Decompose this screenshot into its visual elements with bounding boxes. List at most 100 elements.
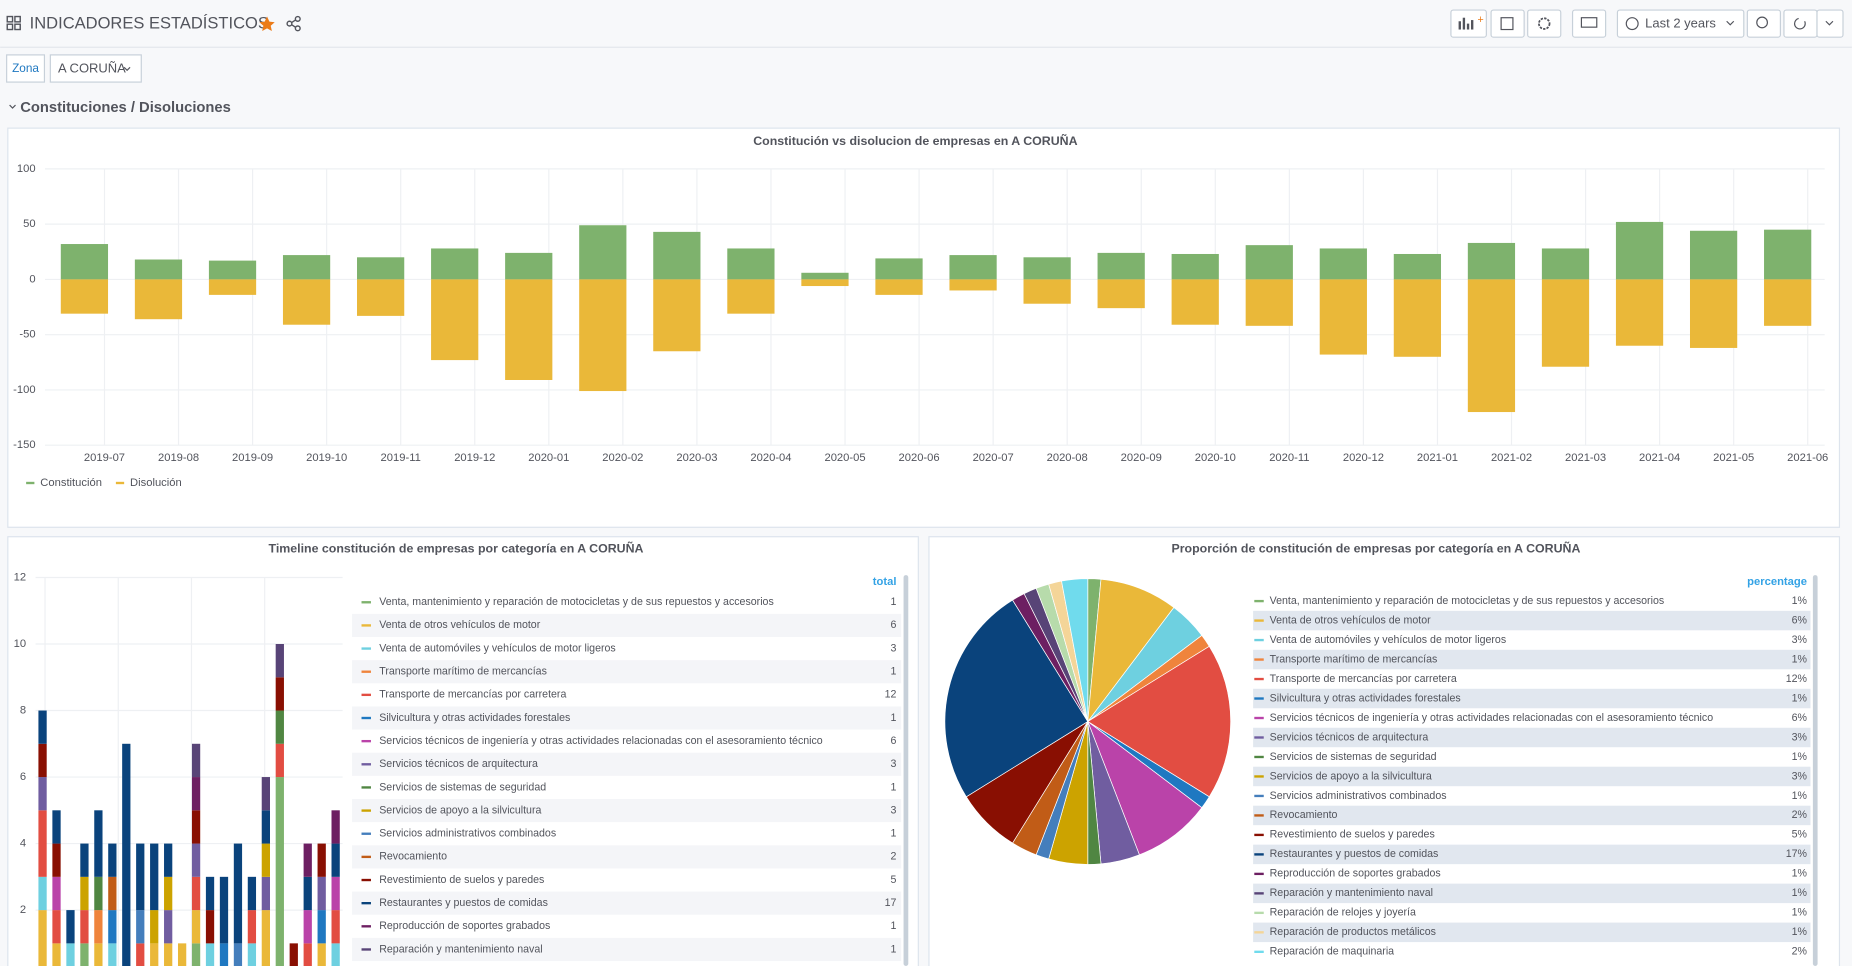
settings-button[interactable]: [1527, 9, 1562, 38]
bar: [505, 252, 553, 280]
bar-segment: [219, 876, 229, 944]
y-tick-label: 10: [14, 638, 26, 650]
x-tick-label: 2020-03: [676, 452, 717, 464]
bar: [282, 279, 331, 325]
bar-segment: [52, 843, 61, 877]
bar-segment: [317, 943, 326, 966]
pie-slice: [1061, 578, 1089, 722]
bar-segment: [261, 777, 270, 811]
x-tick-label: 2020-07: [973, 452, 1014, 464]
x-tick-label: 2021-04: [1639, 452, 1680, 464]
x-tick-label: 2020-01: [528, 452, 569, 464]
bar-segment: [108, 876, 117, 911]
bar-segment: [52, 943, 61, 966]
x-tick-label: 2020-05: [824, 452, 865, 464]
dashboard-icon[interactable]: [6, 15, 21, 31]
y-tick-label: 50: [23, 218, 35, 230]
legend-total: 5: [891, 874, 897, 886]
tv-icon: [1580, 17, 1598, 28]
save-button[interactable]: [1490, 9, 1525, 38]
time-picker[interactable]: [1616, 9, 1745, 38]
bar-segment: [303, 943, 312, 966]
table-row: [352, 706, 902, 730]
x-tick-label: 2020-10: [1195, 452, 1236, 464]
legend-total: 1: [891, 712, 897, 724]
legend-total: 3: [891, 804, 897, 816]
bar: [653, 231, 701, 280]
bar-segment: [303, 843, 312, 877]
y-tick-label: -50: [19, 329, 35, 341]
table-row: [1253, 844, 1811, 865]
bar: [1171, 253, 1219, 280]
bar: [431, 279, 479, 361]
bar: [60, 244, 109, 280]
bar-segment: [331, 910, 340, 944]
bar-segment: [108, 843, 117, 877]
bar: [579, 225, 627, 280]
bar-segment: [94, 876, 103, 911]
bar: [579, 279, 627, 392]
refresh-button[interactable]: [1783, 9, 1818, 38]
legend-label: Silvicultura y otras actividades foresta…: [1270, 692, 1461, 704]
table-header: percentage: [1747, 576, 1807, 588]
refresh-icon: [1793, 17, 1806, 30]
chevron: [1825, 20, 1834, 26]
star-icon[interactable]: [259, 16, 275, 32]
bar: [949, 255, 997, 280]
legend-total: 1: [891, 828, 897, 840]
table-row: [1253, 766, 1811, 787]
legend-value: 1%: [1792, 692, 1808, 704]
legend-value: 1%: [1792, 868, 1808, 880]
legend-total: 3: [891, 642, 897, 654]
bar-segment: [205, 910, 215, 944]
zoom-out-button[interactable]: [1746, 9, 1781, 38]
legend-label: Disolución: [130, 477, 182, 489]
bar-segment: [164, 876, 173, 911]
bar-segment: [80, 843, 89, 877]
share-icon[interactable]: [286, 15, 301, 32]
bar-segment: [247, 876, 257, 911]
legend-value: 3%: [1792, 634, 1808, 646]
bar: [1467, 279, 1516, 413]
x-tick-label: 2019-11: [381, 452, 421, 464]
section-chevron[interactable]: [9, 104, 16, 109]
table-row: [1253, 883, 1811, 904]
bar: [1393, 253, 1442, 280]
bar-segment: [38, 910, 47, 966]
bar-segment: [191, 743, 201, 778]
tv-mode-button[interactable]: [1571, 9, 1607, 38]
legend-label: Servicios técnicos de ingeniería y otras…: [379, 735, 823, 747]
bar: [1023, 257, 1071, 280]
scrollbar[interactable]: [903, 575, 909, 966]
scrollbar[interactable]: [1812, 575, 1818, 966]
add-panel-icon: +: [1458, 14, 1484, 30]
settings-icon: [1538, 17, 1551, 30]
dashboard-title[interactable]: INDICADORES ESTADÍSTICOS: [30, 14, 269, 33]
table-row: [1253, 805, 1811, 826]
bar: [1541, 248, 1590, 280]
legend-label: Venta de automóviles y vehículos de moto…: [1270, 634, 1506, 646]
x-tick-label: 2021-03: [1565, 452, 1606, 464]
bar-segment: [247, 910, 257, 944]
bar-segment: [136, 910, 145, 944]
bar-segment: [261, 843, 270, 877]
legend-label: Reproducción de soportes grabados: [1270, 868, 1441, 880]
bar-segment: [261, 810, 270, 844]
table-row: [1253, 688, 1811, 709]
bar-segment: [331, 943, 340, 966]
legend-label: Revocamiento: [379, 851, 447, 863]
legend-total: 12: [885, 689, 897, 701]
legend-value: 6%: [1792, 712, 1808, 724]
section-title[interactable]: Constituciones / Disoluciones: [20, 100, 231, 116]
legend-value: 1%: [1792, 887, 1808, 899]
bar: [1245, 245, 1293, 280]
bar-segment: [261, 876, 270, 911]
legend-label: Transporte marítimo de mercancías: [1270, 653, 1438, 665]
bar-segment: [191, 876, 201, 911]
bar: [949, 279, 997, 291]
y-tick-label: 2: [20, 904, 26, 916]
legend-total: 1: [891, 596, 897, 608]
bar-segment: [52, 910, 61, 944]
bar: [208, 260, 257, 280]
panel: [7, 127, 1841, 528]
